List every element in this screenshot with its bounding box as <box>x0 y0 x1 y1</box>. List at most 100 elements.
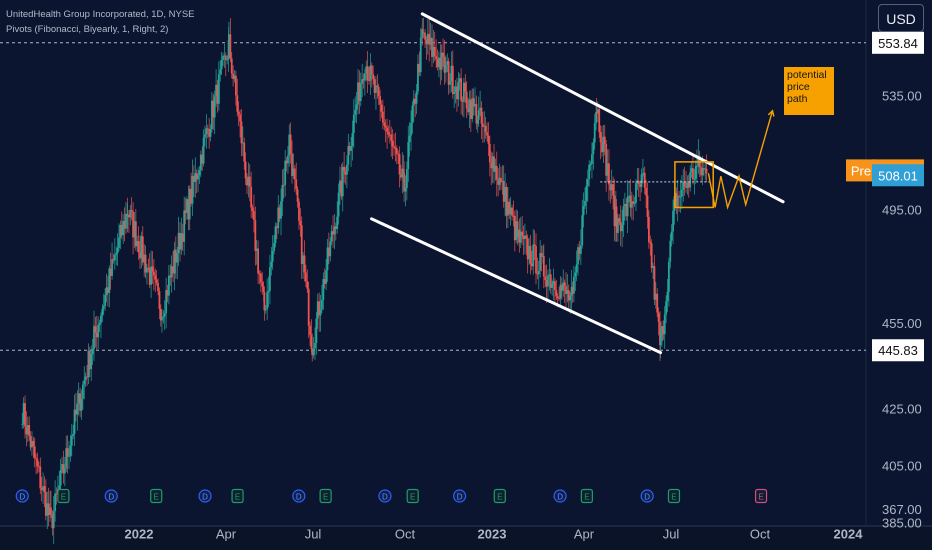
candle-body <box>521 231 524 236</box>
candle-body <box>227 40 230 60</box>
candle-body <box>90 354 93 370</box>
candle-body <box>661 326 663 342</box>
earnings-marker[interactable] <box>231 488 244 504</box>
indicator-legend[interactable]: Pivots (Fibonacci, Biyearly, 1, Right, 2… <box>6 24 169 35</box>
currency-button[interactable]: USD <box>878 4 924 32</box>
earnings-marker[interactable] <box>667 488 681 504</box>
y-tick-label: 385.00 <box>882 515 922 530</box>
candle-body <box>645 187 648 196</box>
candle-body <box>431 37 433 57</box>
level-price-label: 445.83 <box>878 343 918 358</box>
candle-body <box>72 433 75 437</box>
candle-body <box>506 201 509 216</box>
candle-body <box>626 196 629 217</box>
channel-line[interactable] <box>420 12 785 204</box>
candle-body <box>181 233 184 242</box>
candle-body <box>584 200 586 207</box>
candle-body <box>223 55 226 57</box>
candle-body <box>479 107 482 111</box>
candle-body <box>450 65 453 82</box>
candle-body <box>197 175 199 180</box>
candle-body <box>116 248 119 254</box>
earnings-marker[interactable] <box>580 488 593 504</box>
dividend-marker[interactable] <box>292 489 306 503</box>
candle-body <box>264 309 267 311</box>
projected-path[interactable] <box>707 110 774 210</box>
dividend-marker[interactable] <box>452 489 467 503</box>
earnings-marker[interactable] <box>57 488 70 504</box>
dividend-marker[interactable] <box>15 489 29 503</box>
candle-body <box>570 287 573 296</box>
candle-body <box>314 343 316 349</box>
candle-body <box>575 264 578 273</box>
candle-body <box>137 241 140 253</box>
dividend-marker[interactable] <box>104 489 118 503</box>
candle-body <box>66 448 69 457</box>
candle-body <box>29 436 32 448</box>
earnings-marker[interactable] <box>406 488 419 504</box>
earnings-marker[interactable] <box>493 488 506 504</box>
x-tick-label: Apr <box>574 526 595 541</box>
candle-body <box>49 507 51 516</box>
candle-body <box>322 279 325 301</box>
dividend-marker-label: D <box>296 493 302 502</box>
candle-body <box>592 142 595 155</box>
candle-body <box>501 181 504 183</box>
dividend-marker[interactable] <box>553 489 567 503</box>
x-tick-label: Jul <box>305 526 322 541</box>
candle-body <box>390 134 393 141</box>
candle-body <box>682 181 685 190</box>
dividend-marker[interactable] <box>640 489 654 503</box>
candle-body <box>363 73 366 81</box>
earnings-marker[interactable] <box>150 488 163 504</box>
dividend-marker[interactable] <box>378 489 392 503</box>
channel-line[interactable] <box>370 217 663 355</box>
dividend-marker[interactable] <box>198 489 212 503</box>
candle-body <box>133 221 136 238</box>
candle-body <box>630 201 633 208</box>
candle-body <box>548 274 551 276</box>
candle-body <box>55 493 58 495</box>
x-tick-label: 2022 <box>125 526 154 541</box>
candle-body <box>388 134 391 136</box>
candle-body <box>270 261 273 268</box>
candle-body <box>517 229 519 238</box>
candle-body <box>151 266 154 272</box>
candle-body <box>457 82 460 100</box>
candle-body <box>132 211 134 238</box>
candle-body <box>532 244 535 267</box>
candle-body <box>458 78 461 83</box>
candle-body <box>463 82 465 102</box>
candle-body <box>412 98 415 106</box>
candles <box>21 17 708 544</box>
candle-body <box>174 249 177 263</box>
candle-body <box>51 514 54 529</box>
earnings-marker[interactable] <box>319 488 332 504</box>
candle-body <box>104 295 107 306</box>
candle-body <box>518 229 521 243</box>
potential-path-note: potential price path <box>784 67 834 115</box>
candle-body <box>515 221 518 241</box>
candle-body <box>599 132 602 143</box>
candle-body <box>481 123 484 127</box>
candle-body <box>366 66 369 81</box>
candle-body <box>312 348 315 356</box>
earnings-marker-label: E <box>323 493 328 502</box>
earnings-marker[interactable] <box>754 488 768 504</box>
candle-body <box>380 104 383 112</box>
time-axis[interactable] <box>0 526 932 550</box>
candle-body <box>657 312 660 322</box>
highlight-box[interactable] <box>674 161 714 209</box>
earnings-marker-label: E <box>410 493 415 502</box>
candle-body <box>194 173 197 182</box>
candle-body <box>91 348 94 355</box>
candle-body <box>433 47 436 57</box>
x-tick-label: Jul <box>663 526 680 541</box>
candle-body <box>105 287 108 296</box>
candle-body <box>701 168 704 176</box>
candle-body <box>184 210 187 213</box>
candle-body <box>535 245 537 274</box>
candle-body <box>216 84 219 104</box>
candle-body <box>257 248 259 274</box>
